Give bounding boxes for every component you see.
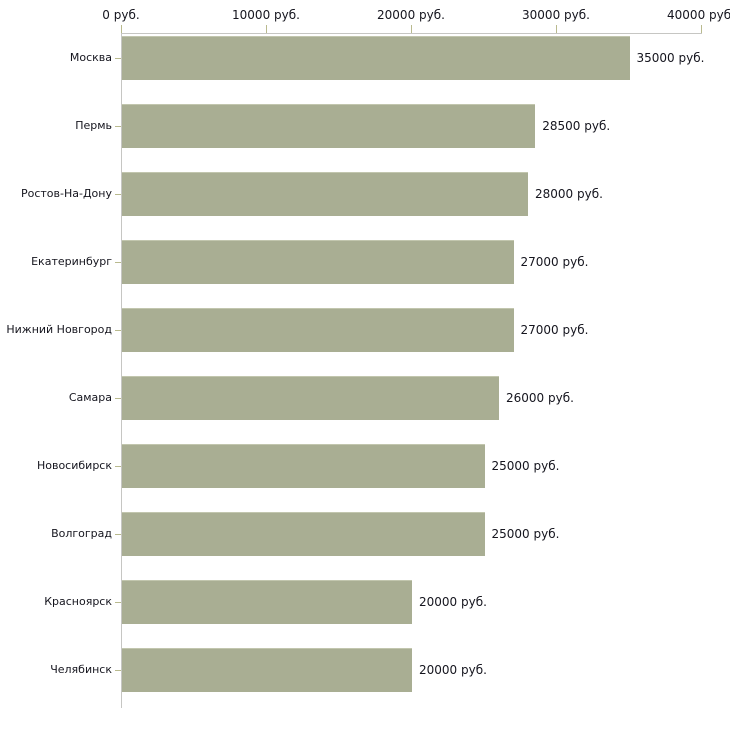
- category-label: Новосибирск: [36, 459, 112, 472]
- category-label: Ростов-На-Дону: [20, 187, 112, 200]
- value-label: 20000 руб.: [419, 595, 487, 609]
- category-tick: [115, 602, 121, 603]
- bar-2: [122, 104, 536, 148]
- x-axis-tick: [120, 25, 122, 33]
- bar-6: [122, 376, 499, 420]
- x-axis-tick-label: 10000 руб.: [232, 8, 300, 22]
- category-label: Красноярск: [44, 595, 112, 608]
- category-tick: [115, 262, 121, 263]
- value-label: 20000 руб.: [419, 663, 487, 677]
- bar-9: [122, 580, 412, 624]
- x-axis-line: [121, 33, 702, 34]
- x-axis-tick: [265, 25, 267, 33]
- x-axis-tick: [555, 25, 557, 33]
- bar-4: [122, 240, 514, 284]
- category-tick: [115, 330, 121, 331]
- x-axis-tick-label: 20000 руб.: [377, 8, 445, 22]
- category-tick: [115, 398, 121, 399]
- category-tick: [115, 58, 121, 59]
- value-label: 27000 руб.: [520, 323, 589, 337]
- bar-8: [122, 512, 485, 556]
- x-axis-tick-label: 40000 руб.: [667, 8, 730, 22]
- x-axis-tick-label: 0 руб.: [102, 8, 140, 22]
- category-label: Нижний Новгород: [6, 323, 112, 336]
- category-label: Москва: [69, 51, 112, 64]
- x-axis-tick-label: 30000 руб.: [522, 8, 590, 22]
- category-tick: [115, 534, 121, 535]
- bar-3: [122, 172, 528, 216]
- y-axis-line: [121, 33, 122, 708]
- bar-1: [122, 36, 630, 80]
- category-tick: [115, 466, 121, 467]
- value-label: 26000 руб.: [506, 391, 574, 405]
- value-label: 28000 руб.: [535, 187, 603, 201]
- category-label: Пермь: [75, 119, 112, 132]
- bar-10: [122, 648, 412, 692]
- x-axis-tick: [700, 25, 702, 33]
- category-label: Самара: [68, 391, 112, 404]
- category-tick: [115, 194, 121, 195]
- category-tick: [115, 126, 121, 127]
- category-label: Екатеринбург: [31, 255, 112, 268]
- value-label: 35000 руб.: [636, 51, 705, 65]
- category-label: Волгоград: [51, 527, 112, 540]
- value-label: 27000 руб.: [520, 255, 589, 269]
- value-label: 25000 руб.: [491, 527, 560, 541]
- x-axis-tick: [410, 25, 412, 33]
- bar-7: [122, 444, 485, 488]
- category-tick: [115, 670, 121, 671]
- value-label: 25000 руб.: [491, 459, 560, 473]
- category-label: Челябинск: [50, 663, 112, 676]
- bar-5: [122, 308, 514, 352]
- value-label: 28500 руб.: [542, 119, 611, 133]
